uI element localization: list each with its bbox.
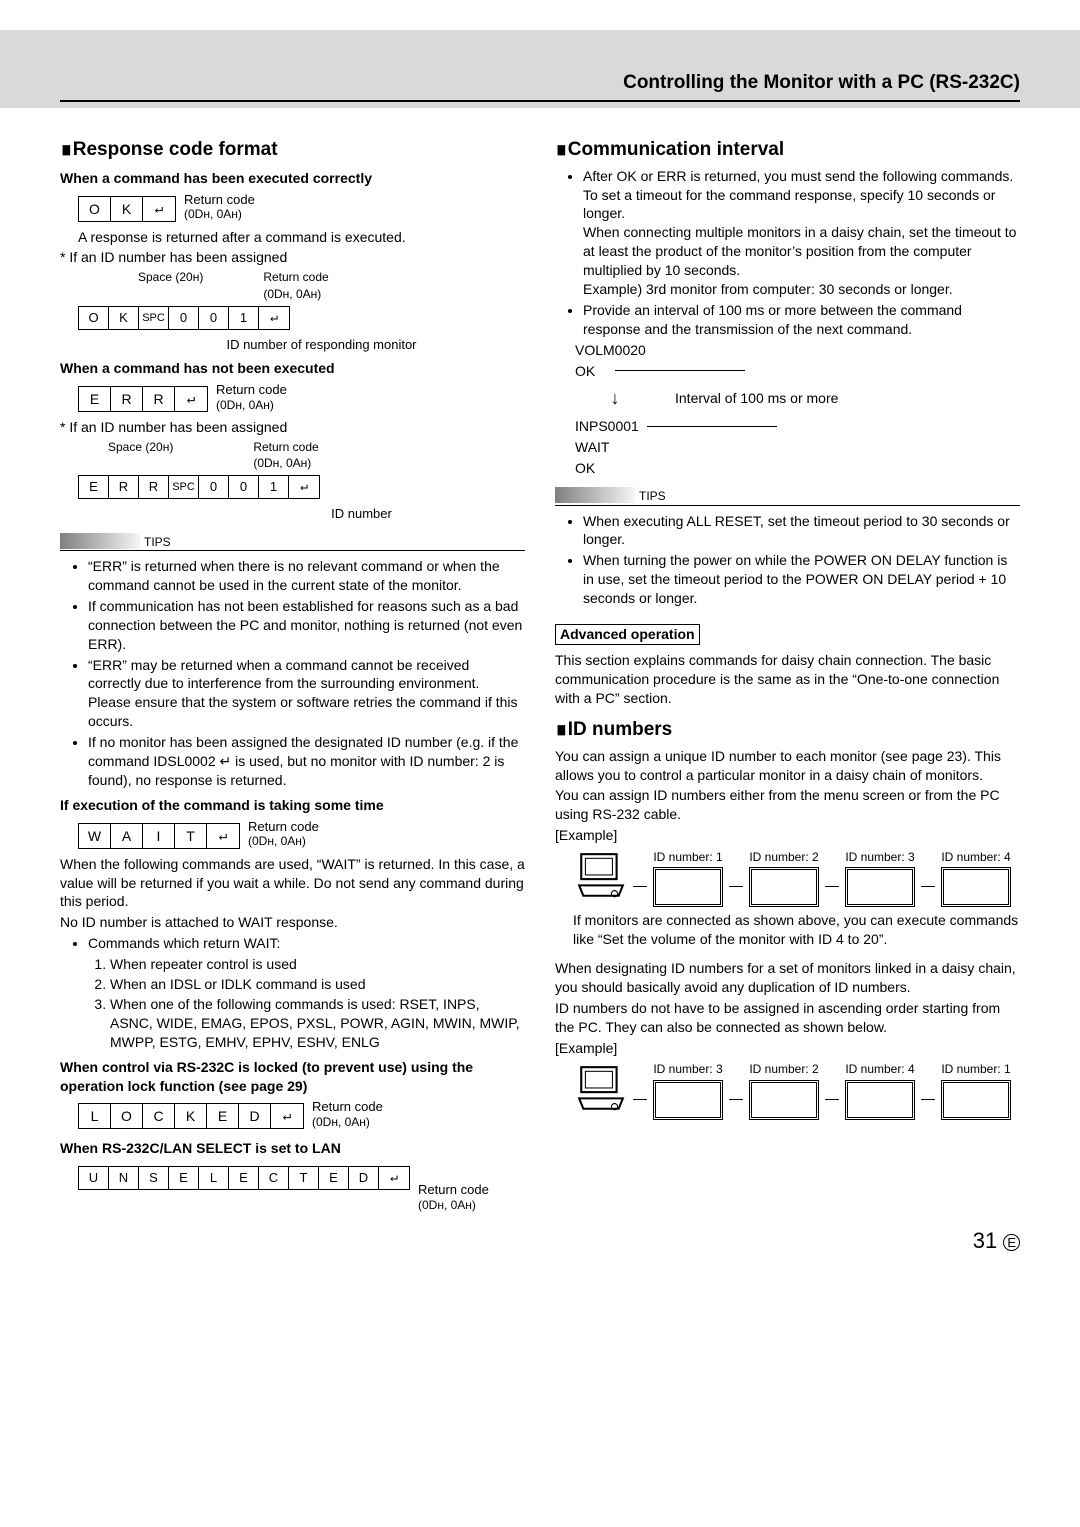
monitor-chain-2: ID number: 3 ID number: 2 ID number: 4 I… [575,1061,1020,1119]
lock-heading: When control via RS-232C is locked (to p… [60,1058,525,1096]
lan-heading: When RS-232C/LAN SELECT is set to LAN [60,1139,525,1158]
left-column: ∎Response code format When a command has… [60,128,525,1213]
pc-icon [575,1063,627,1120]
ok-line: OK [575,362,595,381]
wait-line: WAIT [575,438,1020,457]
id-p3: If monitors are connected as shown above… [573,911,1020,949]
monitor-chain-1: ID number: 1 ID number: 2 ID number: 3 I… [575,849,1020,907]
id-p4: When designating ID numbers for a set of… [555,959,1020,997]
tip-item: If no monitor has been assigned the desi… [88,733,525,790]
comm-bullet: Provide an interval of 100 ms or more be… [583,301,1020,339]
response-after-text: A response is returned after a command i… [78,228,525,247]
unselected-box: UNSELECTED↵ [78,1166,410,1190]
tip-item: “ERR” is returned when there is no relev… [88,557,525,595]
if-id-note: * If an ID number has been assigned [60,248,525,267]
wait-p1: When the following commands are used, “W… [60,855,525,912]
id-p1: You can assign a unique ID number to eac… [555,747,1020,785]
return-code-value: (0Dʜ, 0Aʜ) [184,207,255,221]
comm-bullet: After OK or ERR is returned, you must se… [583,167,1020,299]
return-code-label: Return code [184,192,255,208]
ok-id-box: OKSPC001↵ [78,306,290,330]
wait-num-item: When repeater control is used [110,955,525,974]
tips-bar-left: TIPS [60,533,525,551]
tip-item: If communication has not been establishe… [88,597,525,654]
page-header: Controlling the Monitor with a PC (RS-23… [60,70,1020,102]
advanced-op-text: This section explains commands for daisy… [555,651,1020,708]
ok2-line: OK [575,459,1020,478]
pc-icon [575,850,627,907]
tip-item: When executing ALL RESET, set the timeou… [583,512,1020,550]
ok-box: OK↵ [78,196,176,222]
wait-box: WAIT↵ [78,823,240,849]
wait-heading: If execution of the command is taking so… [60,796,525,815]
locked-box: LOCKED↵ [78,1103,304,1129]
id-p5: ID numbers do not have to be assigned in… [555,999,1020,1037]
id-responding-label: ID number of responding monitor [118,336,525,354]
example-label-2: [Example] [555,1039,1020,1058]
response-heading: ∎Response code format [60,136,525,163]
err-id-box: ERRSPC001↵ [78,475,320,499]
err-box: ERR↵ [78,386,208,412]
if-id-note-2: * If an ID number has been assigned [60,418,525,437]
example-label: [Example] [555,826,1020,845]
interval-label: Interval of 100 ms or more [675,389,838,408]
volm-line: VOLM0020 [575,341,1020,360]
tip-item: When turning the power on while the POWE… [583,551,1020,608]
wait-num-item: When one of the following commands is us… [110,995,525,1052]
wait-p2: No ID number is attached to WAIT respons… [60,913,525,932]
tips-bar-right: TIPS [555,487,1020,505]
wait-num-item: When an IDSL or IDLK command is used [110,975,525,994]
exec-ok-heading: When a command has been executed correct… [60,169,525,188]
wait-bullet: Commands which return WAIT: [88,934,525,953]
right-column: ∎Communication interval After OK or ERR … [555,128,1020,1213]
not-exec-heading: When a command has not been executed [60,359,525,378]
advanced-op-heading: Advanced operation [555,624,700,645]
page-number: 31 E [60,1226,1020,1256]
space-label: Space (20ʜ) [138,269,203,301]
id-number-label: ID number [198,505,525,523]
id-p2: You can assign ID numbers either from th… [555,786,1020,824]
inps-line: INPS0001 [575,417,639,436]
id-numbers-heading: ∎ID numbers [555,716,1020,743]
tip-item: “ERR” may be returned when a command can… [88,656,525,732]
comm-interval-heading: ∎Communication interval [555,136,1020,163]
